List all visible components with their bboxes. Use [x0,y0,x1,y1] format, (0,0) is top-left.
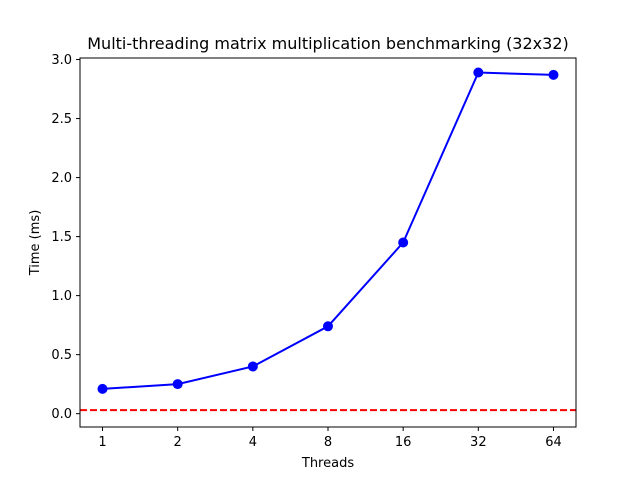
x-tick-label: 1 [98,435,106,450]
plot-area: 0.0 0.5 1.0 1.5 2.0 2.5 3.0 1 2 4 8 16 32 64 [51,53,576,450]
data-point [247,361,258,372]
y-tick-label: 0.0 [51,407,72,422]
data-point [548,69,559,80]
y-tick-label: 2.5 [51,112,72,127]
data-point [473,67,484,78]
data-point [97,383,108,394]
x-tick-label: 4 [249,435,257,450]
x-tick-label: 32 [470,435,487,450]
x-tick-label: 64 [545,435,562,450]
y-tick-label: 3.0 [51,53,72,68]
y-tick-label: 1.0 [51,289,72,304]
x-tick-label: 8 [324,435,332,450]
x-axis-label: Threads [301,456,354,471]
y-tick-label: 2.0 [51,171,72,186]
axes-frame [79,57,577,428]
chart-title: Multi-threading matrix multiplication be… [87,34,568,53]
x-tick-label: 16 [395,435,412,450]
y-tick-label: 0.5 [51,348,72,363]
data-point [172,379,183,390]
x-tick-label: 2 [174,435,182,450]
data-point [323,321,333,332]
y-axis-label: Time (ms) [28,210,43,277]
data-point [398,237,409,248]
y-tick-label: 1.5 [51,230,72,245]
